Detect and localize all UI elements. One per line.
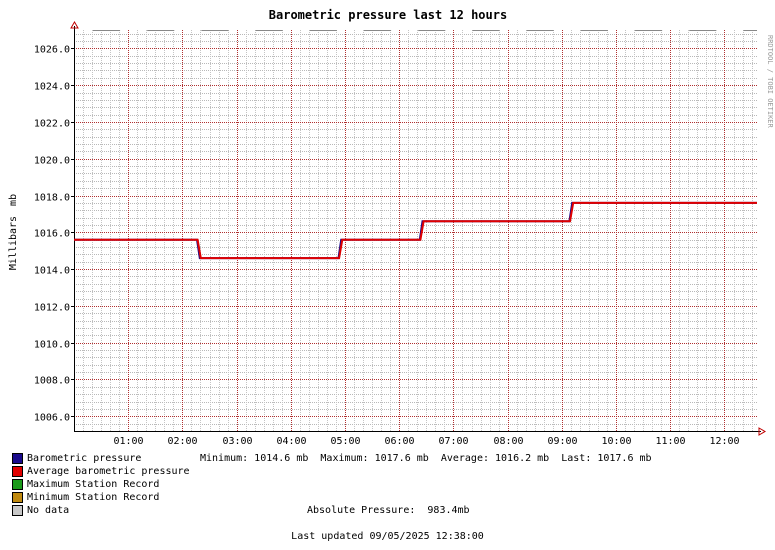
legend: Barometric pressure Average barometric pr… (12, 452, 190, 517)
legend-swatch (12, 466, 23, 477)
legend-item: Maximum Station Record (12, 478, 190, 491)
x-tick-label: 07:00 (438, 436, 468, 447)
y-tick-label: 1016.0 (34, 229, 70, 240)
x-tick-label: 12:00 (709, 436, 739, 447)
legend-swatch (12, 505, 23, 516)
side-credit: RRDTOOL / TOBI OETIKER (766, 35, 774, 129)
y-tick-label: 1008.0 (34, 376, 70, 387)
y-tick-label: 1018.0 (34, 193, 70, 204)
x-tick-label: 09:00 (547, 436, 577, 447)
chart-title: Barometric pressure last 12 hours (269, 8, 507, 22)
y-axis-arrow (70, 21, 79, 29)
x-tick-label: 03:00 (222, 436, 252, 447)
absolute-pressure: Absolute Pressure: 983.4mb (307, 505, 470, 516)
x-tick-label: 02:00 (167, 436, 197, 447)
x-tick-label: 11:00 (655, 436, 685, 447)
x-tick-label: 05:00 (330, 436, 360, 447)
last-updated: Last updated 09/05/2025 12:38:00 (291, 531, 484, 542)
x-tick-label: 04:00 (276, 436, 306, 447)
y-tick-label: 1022.0 (34, 119, 70, 130)
axes: 1006.0 1008.0 1010.0 1012.0 1014.0 1016.0 1018… (34, 21, 766, 447)
y-tick-label: 1020.0 (34, 156, 70, 167)
legend-swatch (12, 492, 23, 503)
legend-label: Minimum Station Record (27, 492, 160, 503)
y-axis-label: Millibars mb (8, 194, 19, 270)
legend-swatch (12, 479, 23, 490)
y-tick-label: 1026.0 (34, 45, 70, 56)
series-lines (74, 201, 757, 260)
series-line-0 (74, 201, 757, 260)
y-axis-label-text: Millibars (8, 216, 19, 270)
y-tick-label: 1024.0 (34, 82, 70, 93)
legend-label: Average barometric pressure (27, 466, 190, 477)
y-tick-label: 1010.0 (34, 340, 70, 351)
x-axis-arrow (758, 427, 766, 436)
y-tick-label: 1012.0 (34, 303, 70, 314)
legend-label: Barometric pressure (27, 453, 142, 464)
y-tick-label: 1006.0 (34, 413, 70, 424)
x-tick-label: 10:00 (601, 436, 631, 447)
legend-swatch (12, 453, 23, 464)
x-tick-label: 08:00 (493, 436, 523, 447)
legend-item: Barometric pressure (12, 452, 190, 465)
y-tick-label: 1014.0 (34, 266, 70, 277)
legend-label: No data (27, 505, 70, 516)
legend-item: Average barometric pressure (12, 465, 190, 478)
legend-item: Minimum Station Record (12, 491, 190, 504)
stats-line: Minimum: 1014.6 mb Maximum: 1017.6 mb Av… (200, 453, 652, 464)
x-tick-label: 01:00 (113, 436, 143, 447)
y-axis-unit: mb (8, 194, 19, 206)
legend-item: No data (12, 504, 190, 517)
series-line-1 (74, 201, 757, 260)
x-tick-label: 06:00 (384, 436, 414, 447)
legend-label: Maximum Station Record (27, 479, 160, 490)
grid (74, 30, 757, 432)
